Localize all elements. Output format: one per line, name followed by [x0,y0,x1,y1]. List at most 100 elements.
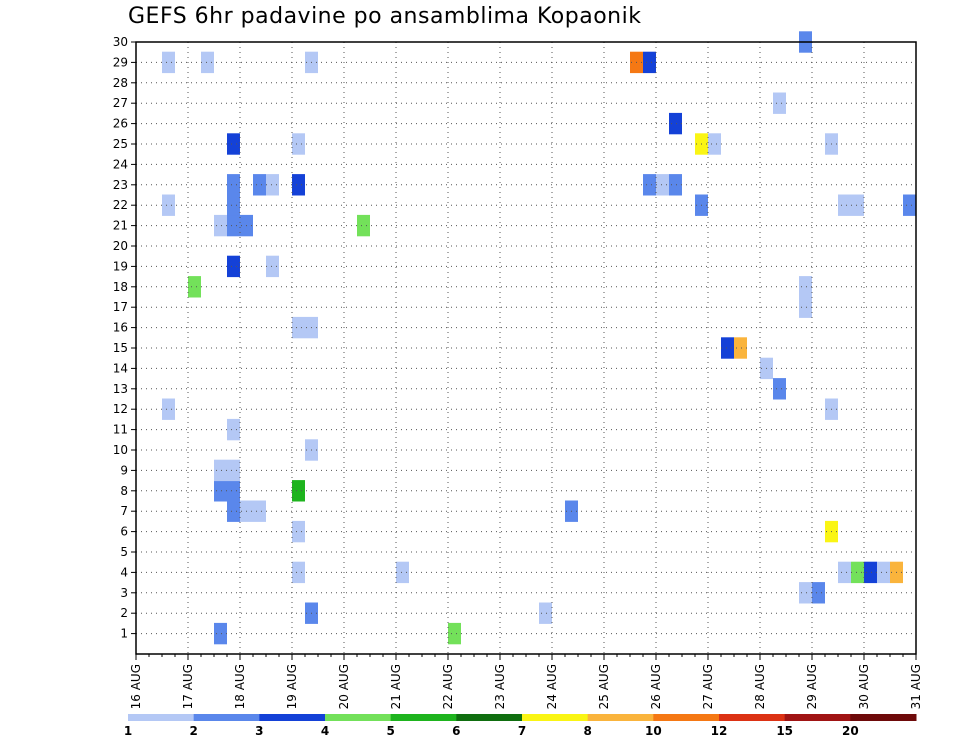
legend-swatch [587,714,654,721]
y-tick-label: 25 [113,137,128,151]
precip-cell [162,51,175,74]
y-tick-label: 21 [113,219,128,233]
x-tick-label: 22 AUG [441,664,455,709]
legend-label: 12 [711,724,728,738]
legend-label: 6 [452,724,460,738]
legend-swatch [522,714,589,721]
precip-cell [227,194,240,216]
precip-cell [292,174,305,196]
x-tick-label: 23 AUG [493,664,507,709]
legend-swatch [653,714,720,721]
precip-cell [227,133,240,155]
precip-cell [799,582,812,604]
legend-label: 1 [124,724,132,738]
legend-label: 7 [518,724,526,738]
y-tick-label: 11 [113,423,128,437]
x-tick-label: 29 AUG [805,664,819,709]
precip-cell [214,214,227,237]
y-tick-label: 15 [113,341,128,355]
x-tick-label: 18 AUG [233,664,247,709]
precip-cell [266,174,279,196]
y-tick-label: 14 [113,361,128,375]
precip-cell [851,194,864,216]
precip-cell [734,337,747,359]
precip-cell [838,561,851,584]
precip-cell [214,459,227,482]
precip-cell [292,316,305,339]
y-tick-label: 12 [113,402,128,416]
precip-cell [539,602,552,624]
precip-cell [903,194,916,216]
y-tick-label: 2 [120,606,128,620]
precip-cell [708,133,721,155]
legend-swatch [259,714,326,721]
y-tick-label: 28 [113,76,128,90]
x-tick-label: 27 AUG [701,664,715,709]
precip-cell [773,92,786,114]
precip-cell [162,398,175,420]
y-tick-label: 8 [120,484,128,498]
y-tick-label: 23 [113,178,128,192]
legend-label: 10 [645,724,662,738]
precip-cell [162,194,175,216]
precip-cell [227,174,240,196]
y-tick-label: 7 [120,504,128,518]
precip-cell [227,459,240,482]
precip-cell [799,296,812,318]
y-tick-label: 10 [113,443,128,457]
precip-cell [643,174,656,196]
x-tick-label: 21 AUG [389,664,403,709]
precip-cell [864,561,877,584]
precip-cell [812,582,825,604]
precip-cell [227,500,240,522]
y-tick-label: 13 [113,382,128,396]
x-tick-label: 24 AUG [545,664,559,709]
chart-title: GEFS 6hr padavine po ansamblima Kopaonik [128,4,642,29]
y-tick-label: 18 [113,280,128,294]
precip-cell [799,276,812,298]
x-tick-label: 20 AUG [337,664,351,709]
precip-cell [292,480,305,502]
x-tick-label: 26 AUG [649,664,663,709]
legend-label: 20 [842,724,859,738]
precip-cell [773,378,786,400]
precip-cell [448,622,461,645]
legend-swatch [784,714,851,721]
legend-label: 5 [386,724,394,738]
x-tick-label: 28 AUG [753,664,767,709]
grid-layer [136,41,916,654]
legend-swatch [193,714,260,721]
precip-cell [227,255,240,278]
precip-cell [292,520,305,543]
y-tick-label: 19 [113,259,128,273]
cells-layer [162,31,916,645]
y-axis: 1234567891011121314151617181920212223242… [113,35,136,641]
legend-swatch [456,714,523,721]
legend-label: 8 [583,724,591,738]
x-tick-label: 31 AUG [909,664,923,709]
precip-cell [656,174,669,196]
precip-cell [292,133,305,155]
y-tick-label: 1 [120,627,128,641]
precip-cell [227,480,240,502]
precip-cell [227,418,240,441]
y-tick-label: 26 [113,117,128,131]
y-tick-label: 9 [120,463,128,477]
y-tick-label: 20 [113,239,128,253]
y-tick-label: 30 [113,35,128,49]
y-tick-label: 4 [120,565,128,579]
y-tick-label: 22 [113,198,128,212]
legend: 1 2 3 4 5 6 7 8 10 12 15 20 [124,714,917,738]
precip-cell [396,561,409,584]
precip-cell [253,174,266,196]
precip-cell [851,561,864,584]
legend-swatch [390,714,457,721]
legend-swatch [850,714,917,721]
legend-swatch [128,714,195,721]
legend-label: 2 [189,724,197,738]
y-tick-label: 24 [113,157,128,171]
precip-cell [669,174,682,196]
y-tick-label: 3 [120,586,128,600]
precip-cell [721,337,734,359]
